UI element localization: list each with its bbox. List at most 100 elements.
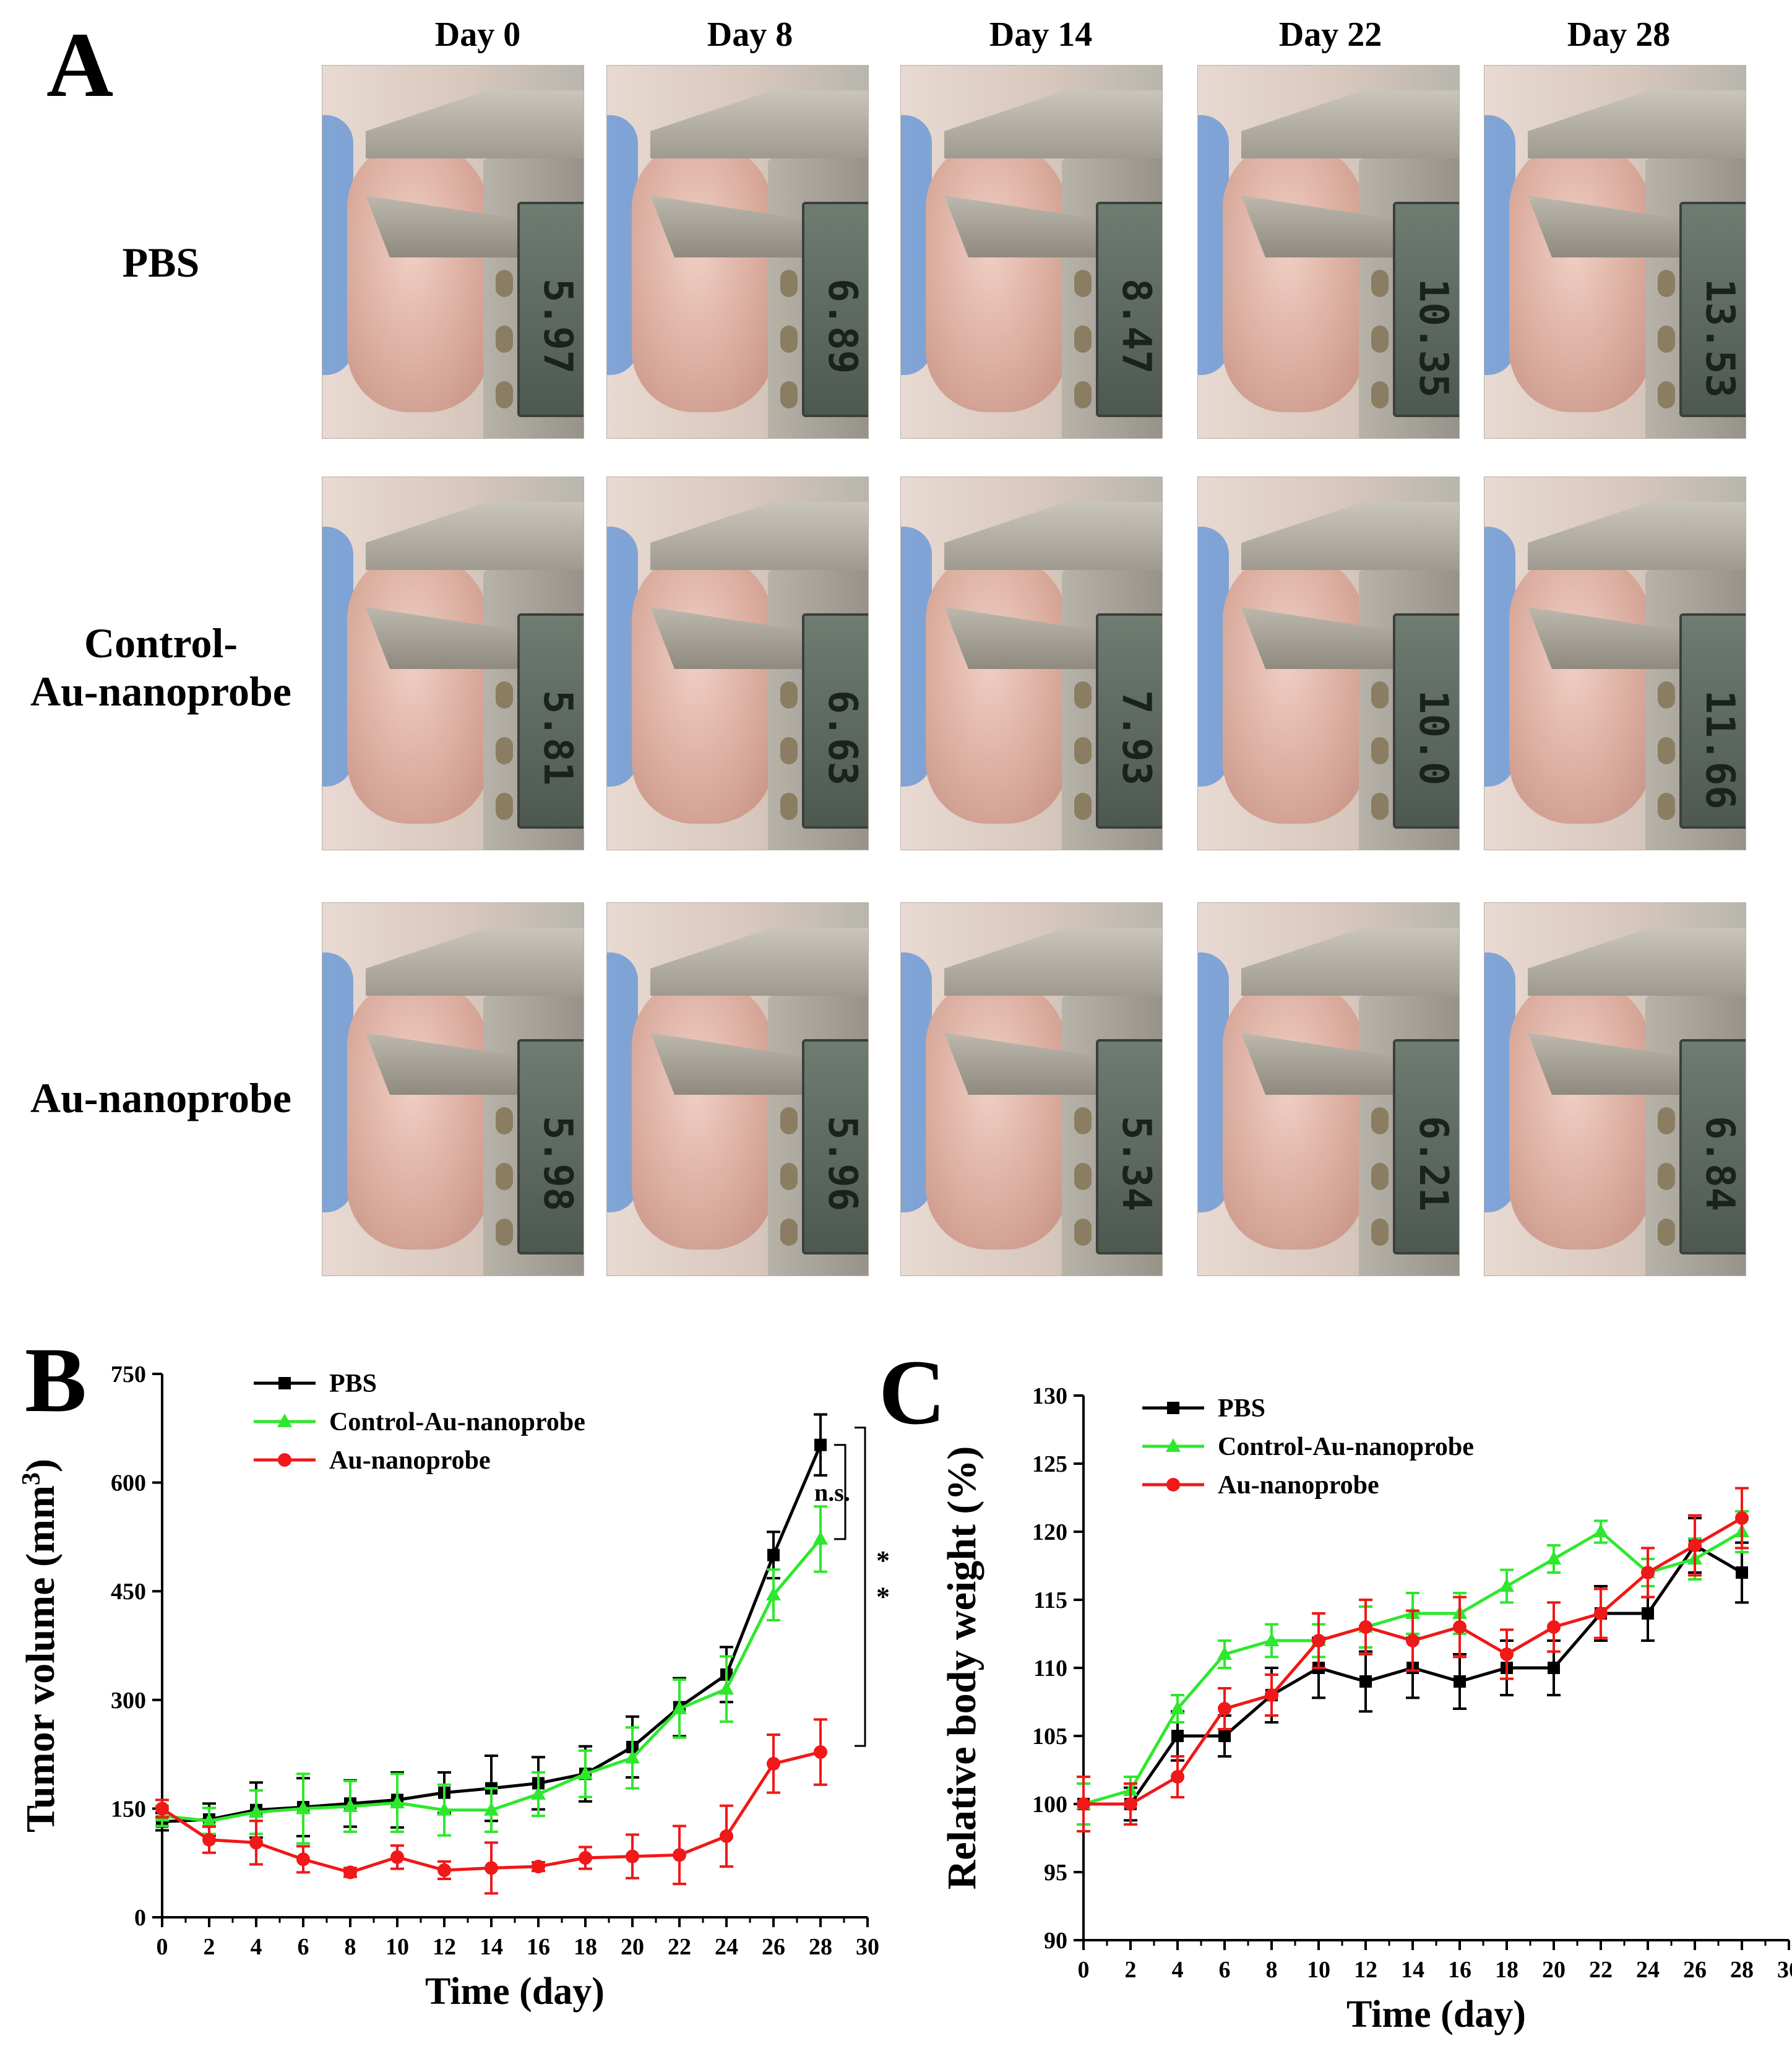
data-point <box>249 1804 264 1818</box>
caliper-photo-r2-d1: 5.96 <box>606 902 869 1276</box>
panel-label-a: A <box>46 14 114 116</box>
caliper-display: 6.63 <box>802 613 868 829</box>
data-point <box>1359 1675 1372 1688</box>
data-point <box>625 1750 640 1764</box>
caliper-display: 6.84 <box>1679 1039 1746 1254</box>
data-point <box>437 1863 451 1877</box>
data-point <box>296 1852 310 1867</box>
x-tick-label: 6 <box>1219 1957 1231 1983</box>
caliper-display: 5.97 <box>517 202 584 417</box>
caliper-photo-r0-d3: 10.35 <box>1197 65 1460 439</box>
y-tick-label: 0 <box>134 1905 146 1931</box>
data-point <box>1171 1770 1184 1784</box>
x-tick-label: 6 <box>298 1934 309 1960</box>
x-tick-label: 18 <box>574 1934 597 1960</box>
caliper-on-button <box>1074 737 1092 764</box>
legend-marker <box>1166 1438 1181 1452</box>
row-label-control: Control- Au-nanoprobe <box>30 619 291 715</box>
caliper-on-button <box>1371 1163 1389 1190</box>
data-point <box>202 1832 216 1847</box>
legend-marker <box>278 1377 291 1389</box>
data-point <box>531 1785 546 1800</box>
caliper-reading: 5.97 <box>535 278 580 374</box>
caliper-off-button <box>1658 1107 1675 1134</box>
series-2 <box>155 1718 827 1895</box>
legend-label: Au-nanoprobe <box>1218 1471 1379 1500</box>
legend-marker <box>277 1414 292 1427</box>
series-2 <box>1077 1487 1749 1832</box>
caliper-reading: 7.93 <box>1113 690 1159 786</box>
caliper-on-button <box>496 737 513 764</box>
data-point <box>390 1795 405 1809</box>
caliper-display: 5.96 <box>802 1039 868 1254</box>
x-tick-label: 24 <box>1636 1957 1660 1983</box>
data-point <box>1264 1633 1279 1646</box>
mouse-body <box>1223 551 1365 824</box>
caliper-display: 13.53 <box>1679 202 1746 417</box>
caliper-photo-r1-d4: 11.66 <box>1484 477 1746 850</box>
mouse-body <box>347 551 489 824</box>
caliper-off-button <box>496 681 513 709</box>
legend-label: Au-nanoprobe <box>329 1446 491 1475</box>
data-point <box>1077 1797 1090 1811</box>
caliper-reading: 5.34 <box>1113 1116 1159 1212</box>
x-tick-label: 10 <box>1307 1957 1330 1983</box>
x-tick-label: 26 <box>762 1934 785 1960</box>
x-tick-label: 10 <box>386 1934 409 1960</box>
caliper-off-button <box>780 681 798 709</box>
data-point <box>532 1860 545 1874</box>
y-tick-label: 300 <box>111 1688 146 1714</box>
data-point <box>1593 1524 1608 1537</box>
caliper-zero-button <box>1371 1219 1389 1246</box>
mouse-body <box>1509 977 1652 1250</box>
caliper-reading: 11.66 <box>1697 690 1742 809</box>
legend-label: PBS <box>329 1370 377 1398</box>
data-point <box>720 1829 733 1843</box>
y-tick-label: 90 <box>1044 1928 1067 1954</box>
day-label-2: Day 14 <box>989 15 1093 54</box>
x-tick-label: 22 <box>668 1934 691 1960</box>
x-tick-label: 2 <box>204 1934 215 1960</box>
legend-marker <box>1166 1478 1180 1491</box>
caliper-reading: 10.0 <box>1410 690 1456 786</box>
data-point <box>296 1800 311 1815</box>
x-axis-title: Time (day) <box>425 1971 605 2013</box>
caliper-zero-button <box>496 381 513 408</box>
mouse-body <box>1223 140 1365 412</box>
x-tick-label: 0 <box>157 1934 168 1960</box>
caliper-on-button <box>780 1163 798 1190</box>
caliper-zero-button <box>1074 793 1092 820</box>
caliper-on-button <box>1658 737 1675 764</box>
caliper-display: 6.21 <box>1393 1039 1459 1254</box>
x-tick-label: 2 <box>1125 1957 1137 1983</box>
data-point <box>813 1530 828 1545</box>
y-axis-title-superscript: 3 <box>17 1472 46 1485</box>
x-tick-label: 20 <box>621 1934 644 1960</box>
caliper-photo-r0-d1: 6.89 <box>606 65 869 439</box>
caliper-photo-r0-d4: 13.53 <box>1484 65 1746 439</box>
x-tick-label: 24 <box>715 1934 738 1960</box>
mouse-body <box>926 140 1068 412</box>
caliper-photo-r1-d0: 5.81 <box>322 477 584 850</box>
x-tick-label: 14 <box>1401 1957 1424 1983</box>
caliper-off-button <box>780 270 798 297</box>
mouse-body <box>632 140 774 412</box>
x-tick-label: 28 <box>1730 1957 1754 1983</box>
data-point <box>1218 1730 1231 1742</box>
caliper-zero-button <box>1074 381 1092 408</box>
x-tick-label: 16 <box>1448 1957 1471 1983</box>
caliper-zero-button <box>1074 1219 1092 1246</box>
data-point <box>1406 1634 1419 1647</box>
data-point <box>1265 1688 1278 1702</box>
caliper-zero-button <box>1371 381 1389 408</box>
day-label-1: Day 8 <box>707 15 793 54</box>
caliper-display: 6.89 <box>802 202 868 417</box>
data-point <box>767 1756 780 1771</box>
star-bracket <box>855 1427 866 1747</box>
caliper-photo-r2-d3: 6.21 <box>1197 902 1460 1276</box>
data-point <box>202 1813 217 1827</box>
caliper-off-button <box>1371 681 1389 709</box>
data-point <box>673 1848 686 1862</box>
caliper-photo-r0-d2: 8.47 <box>900 65 1163 439</box>
